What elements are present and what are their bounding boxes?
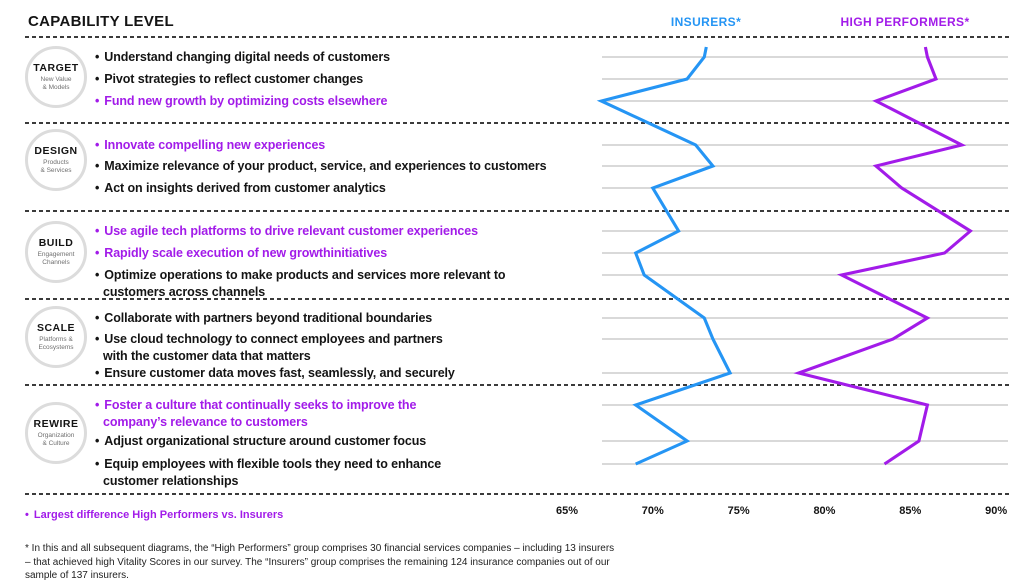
level-badge-scale: SCALE Platforms & Ecosystems <box>25 306 87 368</box>
bullet-target-1: • Understand changing digital needs of cu… <box>95 50 391 64</box>
x-tick-70%: 70% <box>641 505 664 517</box>
level-name: DESIGN <box>34 145 78 157</box>
bullet-icon: • <box>95 159 100 173</box>
bullet-design-1: • Innovate compelling new experiences <box>95 138 326 152</box>
level-name: REWIRE <box>33 418 79 430</box>
dashed-separator-0 <box>25 36 1010 38</box>
level-name: TARGET <box>33 62 79 74</box>
bullet-target-3: • Fund new growth by optimizing costs els… <box>95 94 388 108</box>
series-line-high-performers <box>793 46 974 466</box>
bullet-rewire-1-cont: company’s relevance to customers <box>103 415 308 429</box>
bullet-rewire-3: • Equip employees with flexible tools the… <box>95 457 442 471</box>
level-badge-design: DESIGN Products & Services <box>25 129 87 191</box>
level-sublabel: Engagement Channels <box>37 251 75 266</box>
dashed-separator-5 <box>25 493 1010 495</box>
footnote-line-2: – that achieved high Vitality Scores in … <box>25 556 610 568</box>
dashed-separator-1 <box>25 122 1010 124</box>
footnote-line-1: * In this and all subsequent diagrams, t… <box>25 543 615 554</box>
bullet-scale-2-cont: with the customer data that matters <box>103 349 311 363</box>
insurers-column-label: INSURERS* <box>670 15 742 29</box>
bullet-icon: • <box>95 224 100 238</box>
high-performers-column-label: HIGH PERFORMERS* <box>840 15 970 29</box>
bullet-build-3: • Optimize operations to make products an… <box>95 268 506 282</box>
bullet-icon: • <box>95 50 100 64</box>
bullet-icon: • <box>95 94 100 108</box>
bullet-icon: • <box>95 311 100 325</box>
level-sublabel: New Value & Models <box>40 76 72 91</box>
dashed-separator-4 <box>25 384 1010 386</box>
bullet-scale-2: • Use cloud technology to connect employe… <box>95 332 443 346</box>
footnote-line-3: sample of 137 insurers. <box>25 570 129 581</box>
bullet-icon: • <box>95 138 100 152</box>
bullet-icon: • <box>95 181 100 195</box>
bullet-build-3-cont: customers across channels <box>103 285 266 299</box>
bullet-icon: • <box>95 434 100 448</box>
bullet-icon: • <box>95 398 100 412</box>
level-name: BUILD <box>38 237 74 249</box>
dashed-separator-3 <box>25 298 1010 300</box>
bullet-target-2: • Pivot strategies to reflect customer ch… <box>95 72 364 86</box>
level-sublabel: Platforms & Ecosystems <box>38 336 74 351</box>
level-name: SCALE <box>36 322 76 334</box>
bullet-scale-3: • Ensure customer data moves fast, seamle… <box>95 366 455 380</box>
x-tick-90%: 90% <box>985 505 1008 517</box>
legend-label: Largest difference High Performers vs. I… <box>33 509 284 521</box>
bullet-icon: • <box>95 332 100 346</box>
level-sublabel: Products & Services <box>40 159 72 174</box>
dashed-separator-2 <box>25 210 1010 212</box>
bullet-rewire-1: • Foster a culture that continually seeks… <box>95 398 417 412</box>
bullet-icon: • <box>95 246 100 260</box>
bullet-design-2: • Maximize relevance of your product, ser… <box>95 159 547 173</box>
bullet-scale-1: • Collaborate with partners beyond tradit… <box>95 311 433 325</box>
bullet-design-3: • Act on insights derived from customer a… <box>95 181 386 195</box>
bullet-rewire-3-cont: customer relationships <box>103 474 239 488</box>
x-tick-65%: 65% <box>555 505 579 517</box>
level-sublabel: Organization & Culture <box>37 432 75 447</box>
bullet-build-2: • Rapidly scale execution of new growthin… <box>95 246 388 260</box>
x-tick-75%: 75% <box>727 505 750 517</box>
bullet-build-1: • Use agile tech platforms to drive relev… <box>95 224 478 238</box>
bullet-icon: • <box>95 268 100 282</box>
legend-bullet-icon: • <box>25 509 29 521</box>
bullet-icon: • <box>95 72 100 86</box>
level-badge-target: TARGET New Value & Models <box>25 46 87 108</box>
page-title: CAPABILITY LEVEL <box>28 13 174 30</box>
x-tick-85%: 85% <box>899 505 922 517</box>
bullet-rewire-2: • Adjust organizational structure around … <box>95 434 427 448</box>
legend: • Largest difference High Performers vs. … <box>25 509 283 521</box>
level-badge-build: BUILD Engagement Channels <box>25 221 87 283</box>
series-line-insurers <box>596 46 733 466</box>
level-badge-rewire: REWIRE Organization & Culture <box>25 402 87 464</box>
bullet-icon: • <box>95 366 100 380</box>
x-tick-80%: 80% <box>813 505 836 517</box>
bullet-icon: • <box>95 457 100 471</box>
